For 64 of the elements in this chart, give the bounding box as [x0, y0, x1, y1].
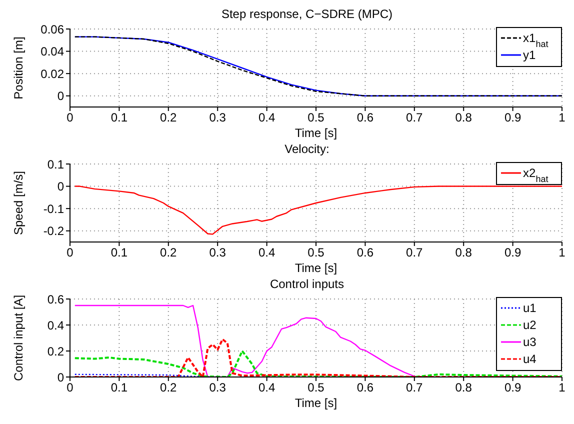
legend-label: x1$_{hat}$ [523, 31, 549, 49]
x-tick-label: 0.4 [258, 380, 276, 395]
y-tick-label: 0.02 [40, 66, 64, 81]
x-tick-label: 0.8 [455, 246, 472, 260]
y-tick-label: 0.6 [47, 292, 64, 306]
x-tick-label: 0.6 [356, 110, 374, 125]
x-tick-label: 0.7 [406, 110, 424, 125]
x-tick-label: 0.8 [455, 110, 472, 125]
x-tick-label: 0.9 [504, 246, 522, 260]
y-tick-label: -0.1 [43, 202, 64, 216]
y-tick-label: 0 [57, 370, 64, 384]
x-tick-label: 0.5 [308, 246, 325, 260]
x-tick-label: 0.2 [160, 380, 178, 395]
x-tick-label: 0.1 [110, 246, 128, 260]
y-axis-title: Speed [m/s] [11, 170, 26, 236]
y-tick-label: 0.04 [40, 44, 64, 59]
x-tick-label: 0.8 [455, 380, 472, 395]
x-tick-label: 0.4 [258, 246, 276, 260]
x-tick-label: 0.3 [209, 246, 226, 260]
x-tick-label: 0.9 [504, 110, 522, 125]
x-tick-label: 0.7 [406, 246, 424, 260]
x-tick-label: 0 [66, 380, 74, 395]
legend-label: u4 [523, 352, 537, 366]
x-tick-label: 0.2 [160, 110, 178, 125]
x-tick-label: 0.1 [110, 110, 128, 125]
line-series [74, 350, 562, 377]
x-tick-label: 0.5 [308, 110, 325, 125]
y-axis-title: Control input [A] [11, 294, 26, 382]
x-tick-label: 0.6 [356, 380, 374, 395]
y-tick-label: 0.1 [47, 157, 64, 172]
x-tick-label: 0.9 [504, 380, 522, 395]
legend-label: x2$_{hat}$ [523, 166, 549, 184]
x-tick-label: 0.2 [160, 246, 178, 260]
x-tick-label: 0 [66, 110, 74, 125]
x-tick-label: 0 [66, 246, 74, 260]
x-axis-title: Time [s] [294, 261, 338, 275]
x-tick-label: 1 [558, 110, 566, 125]
y-tick-label: 0 [57, 180, 64, 194]
chart-title: Velocity: [284, 142, 330, 156]
x-tick-label: 0.3 [209, 110, 226, 125]
y-tick-label: 0.4 [47, 318, 64, 332]
y-tick-label: -0.2 [43, 224, 64, 238]
x-tick-label: 0.6 [356, 246, 374, 260]
line-series [74, 338, 562, 377]
legend-label: u2 [523, 318, 537, 332]
x-tick-label: 1 [558, 246, 566, 260]
y-axis-title: Position [m] [11, 36, 26, 100]
x-axis-title: Time [s] [294, 396, 338, 410]
legend-label: y1 [523, 48, 536, 62]
legend-label: u3 [523, 335, 537, 349]
y-tick-label: 0 [57, 89, 64, 104]
x-tick-label: 0.1 [110, 380, 128, 395]
chart-title: Control inputs [268, 277, 346, 291]
y-tick-label: 0.06 [40, 22, 64, 36]
legend-label: u1 [523, 301, 537, 315]
x-tick-label: 0.4 [258, 110, 276, 125]
x-tick-label: 0.5 [308, 380, 325, 395]
line-series [74, 186, 562, 235]
chart-title: Step response, C−SDRE (MPC) [220, 7, 394, 21]
x-axis-title: Time [s] [294, 126, 338, 140]
x-tick-label: 0.7 [406, 380, 424, 395]
x-tick-label: 1 [558, 380, 566, 395]
y-tick-label: 0.2 [47, 344, 64, 358]
x-tick-label: 0.3 [209, 380, 226, 395]
